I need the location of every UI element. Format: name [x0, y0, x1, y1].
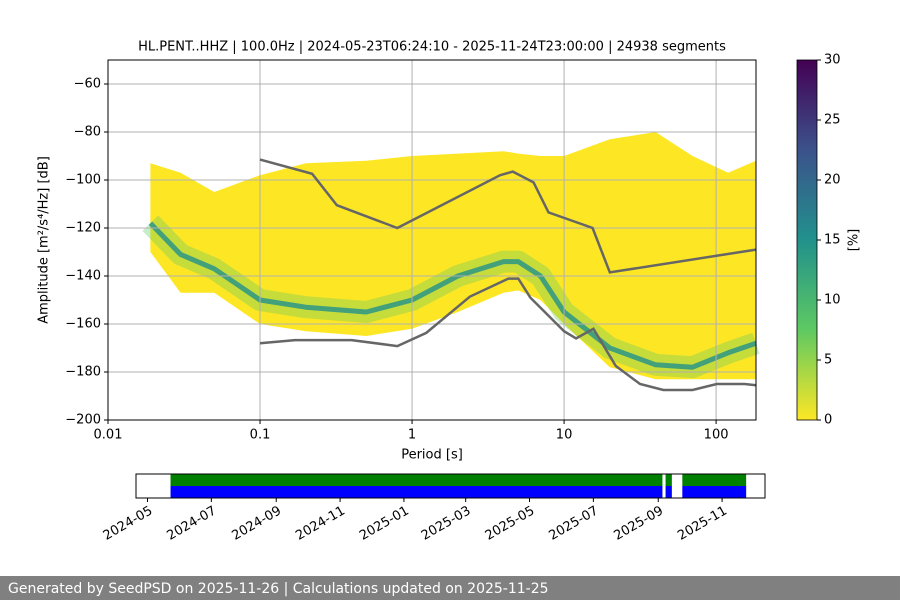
- colorbar-tick-label: 5: [824, 353, 832, 368]
- coverage-psd: [682, 486, 747, 498]
- colorbar-tick-label: 10: [824, 293, 841, 308]
- colorbar-label: [%]: [847, 229, 862, 252]
- y-tick-label: −140: [65, 269, 101, 284]
- y-tick-label: −120: [65, 221, 101, 236]
- y-axis-label: Amplitude [m²/s⁴/Hz] [dB]: [37, 156, 52, 324]
- timeline-tick-label: 2024-05: [101, 504, 156, 544]
- coverage-data: [665, 474, 672, 486]
- colorbar: [796, 59, 818, 421]
- y-tick-label: −60: [74, 77, 101, 92]
- y-tick-label: −100: [65, 173, 101, 188]
- coverage-data: [170, 474, 663, 486]
- timeline-tick-label: 2024-07: [165, 504, 220, 544]
- x-tick-label: 0.01: [94, 428, 123, 443]
- colorbar-tick-label: 0: [824, 413, 832, 428]
- x-tick-label: 0.1: [250, 428, 271, 443]
- timeline-frame: [135, 473, 766, 499]
- y-tick-label: −180: [65, 365, 101, 380]
- timeline-tick-label: 2025-07: [547, 504, 602, 544]
- colorbar-tick-label: 15: [824, 233, 841, 248]
- x-tick-label: 1: [408, 428, 416, 443]
- footer-bar: [0, 576, 900, 600]
- coverage-psd: [170, 486, 663, 498]
- chart-title: HL.PENT..HHZ | 100.0Hz | 2024-05-23T06:2…: [138, 40, 726, 55]
- x-tick-label: 100: [704, 428, 729, 443]
- y-tick-label: −160: [65, 317, 101, 332]
- colorbar-tick-label: 20: [824, 173, 841, 188]
- y-tick-label: −80: [74, 125, 101, 140]
- nlnm-line: [259, 277, 757, 392]
- timeline-tick-label: 2025-05: [483, 504, 538, 544]
- y-tick-label: −200: [65, 413, 101, 428]
- psd-mode: [148, 221, 757, 370]
- timeline-tick-label: 2025-09: [611, 504, 666, 544]
- psd-envelope: [150, 132, 757, 380]
- coverage-psd: [665, 486, 672, 498]
- colorbar-tick-label: 25: [824, 113, 841, 128]
- coverage-data: [682, 474, 747, 486]
- timeline-tick-label: 2024-09: [229, 504, 284, 544]
- timeline-tick-label: 2025-11: [675, 504, 730, 544]
- plot-frame: [107, 59, 757, 421]
- x-tick-label: 10: [556, 428, 573, 443]
- timeline-tick-label: 2025-03: [419, 504, 474, 544]
- nhnm-line: [259, 158, 757, 274]
- x-axis-label: Period [s]: [401, 448, 463, 463]
- timeline-tick-label: 2024-11: [293, 504, 348, 544]
- colorbar-tick-label: 30: [824, 53, 841, 68]
- footer-text: Generated by SeedPSD on 2025-11-26 | Cal…: [8, 581, 549, 597]
- timeline-tick-label: 2025-01: [357, 504, 412, 544]
